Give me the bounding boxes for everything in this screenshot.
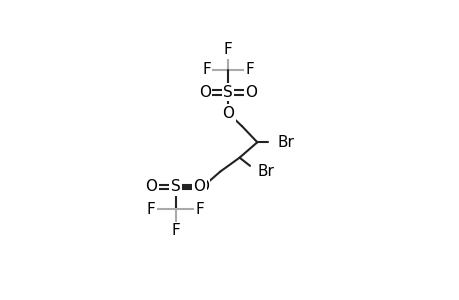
Text: O: O: [222, 106, 234, 121]
Text: O: O: [193, 179, 205, 194]
Text: F: F: [245, 62, 253, 77]
Text: F: F: [202, 62, 210, 77]
Text: O: O: [196, 179, 208, 194]
Text: S: S: [223, 85, 232, 100]
Text: F: F: [171, 223, 179, 238]
Text: Br: Br: [257, 164, 274, 179]
Text: F: F: [196, 202, 204, 217]
Text: O: O: [145, 179, 157, 194]
Text: F: F: [223, 42, 232, 57]
Text: Br: Br: [277, 135, 294, 150]
Text: F: F: [146, 202, 155, 217]
Text: S: S: [170, 179, 180, 194]
Text: O: O: [199, 85, 211, 100]
Text: O: O: [245, 85, 257, 100]
